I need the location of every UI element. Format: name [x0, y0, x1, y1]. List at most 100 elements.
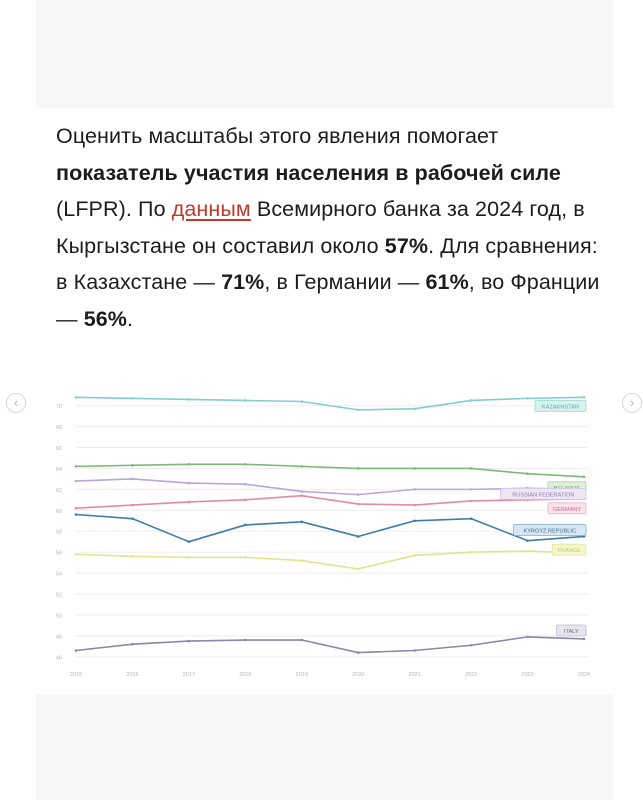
data-point — [526, 549, 529, 553]
data-point — [131, 477, 134, 481]
text-run: (LFPR). По — [56, 197, 172, 221]
x-tick-label: 2017 — [183, 672, 195, 678]
source-link[interactable]: данным — [171, 197, 251, 221]
data-point — [187, 398, 191, 401]
x-tick-label: 2022 — [465, 672, 477, 678]
text-run: Всемирного банка за 2024 год, в Кыргызст… — [56, 197, 585, 258]
series-line — [75, 463, 585, 478]
series-label: ITALY — [564, 629, 579, 635]
data-point — [526, 635, 529, 639]
article-paragraph: Оценить масштабы этого явления помогает … — [56, 118, 601, 337]
y-tick-label: 64 — [56, 467, 62, 473]
series-line — [75, 513, 585, 543]
line-chart-svg: 46 48 50 52 54 56 58 60 62 64 66 68 70 2015 2016 2017 20… — [56, 396, 590, 678]
series-label-box — [513, 524, 587, 536]
data-point — [300, 559, 304, 562]
series-line — [75, 550, 585, 570]
series-line — [75, 494, 585, 510]
y-tick-label: 54 — [56, 572, 62, 578]
text-run: , в Германии — — [264, 270, 426, 294]
data-point — [131, 642, 134, 646]
series-label: RUSSIAN FEDERATION — [512, 492, 574, 498]
data-point — [582, 396, 586, 399]
data-point — [356, 535, 360, 538]
data-point — [244, 399, 247, 402]
data-point — [74, 396, 78, 399]
data-point — [131, 517, 134, 520]
series-label-box — [556, 624, 587, 637]
data-point — [131, 397, 134, 400]
x-tick-label: 2021 — [409, 672, 421, 678]
data-point — [469, 550, 473, 554]
france-value: 56% — [83, 306, 128, 331]
data-point — [356, 502, 360, 506]
data-point — [187, 540, 191, 543]
x-tick-label: 2016 — [126, 672, 138, 678]
data-point — [300, 638, 304, 642]
data-point — [413, 503, 416, 507]
data-point — [131, 464, 134, 467]
next-slide-area — [36, 694, 614, 800]
text-run: . Для сравнения: в Казахстане — — [56, 233, 598, 295]
data-point — [74, 552, 78, 556]
series-label-box — [547, 502, 587, 515]
data-point — [469, 488, 473, 491]
data-point — [526, 397, 529, 400]
data-point — [187, 500, 191, 504]
data-point — [244, 638, 247, 642]
x-tick-label: 2019 — [296, 672, 308, 678]
text-run: . — [127, 306, 134, 331]
series-line — [75, 478, 585, 496]
data-point — [131, 555, 134, 558]
data-point — [413, 467, 416, 470]
y-tick-label: 62 — [56, 488, 62, 494]
data-point — [356, 408, 360, 412]
data-point — [74, 506, 78, 510]
data-point — [356, 651, 360, 654]
data-point — [413, 488, 416, 491]
chevron-left-icon[interactable]: ‹ — [6, 393, 26, 413]
data-point — [413, 553, 416, 557]
data-point — [469, 467, 473, 470]
y-tick-label: 52 — [56, 593, 62, 599]
kyrgyzstan-value: 57% — [384, 233, 429, 258]
data-point — [187, 639, 191, 643]
data-point — [187, 481, 191, 485]
series-label: GERMANY — [553, 507, 582, 513]
series-line — [75, 636, 585, 654]
y-tick-label: 58 — [56, 530, 62, 536]
data-point — [582, 475, 586, 479]
bold-term-lfpr: показатель участия населения в рабочей с… — [56, 160, 561, 185]
data-point — [131, 503, 134, 507]
y-tick-label: 56 — [56, 551, 62, 557]
data-point — [356, 567, 360, 571]
y-tick-label: 70 — [56, 404, 62, 410]
data-point — [300, 465, 304, 468]
series-label: KAZAKHSTAN — [542, 404, 579, 410]
chevron-right-icon[interactable]: › — [622, 393, 642, 413]
data-point — [74, 479, 78, 483]
y-tick-label: 68 — [56, 425, 62, 431]
y-tick-label: 60 — [56, 509, 62, 515]
text-run: , во Франции — — [56, 270, 600, 331]
data-point — [74, 513, 78, 516]
data-point — [300, 400, 304, 403]
data-point — [244, 482, 247, 486]
data-point — [74, 465, 78, 468]
germany-value: 61% — [425, 270, 469, 294]
x-tick-label: 2023 — [521, 672, 533, 678]
data-point — [187, 462, 191, 466]
data-point — [300, 520, 304, 524]
series-label-box — [534, 399, 587, 412]
y-tick-label: 46 — [56, 655, 62, 661]
data-point — [300, 494, 304, 497]
data-point — [469, 643, 473, 647]
data-point — [244, 498, 247, 502]
data-point — [469, 399, 473, 402]
series-label: KYRGYZ REPUBLIC — [523, 528, 576, 534]
data-point — [469, 499, 473, 503]
data-point — [356, 467, 360, 470]
y-tick-label: 48 — [56, 634, 62, 640]
x-tick-label: 2018 — [239, 672, 251, 678]
data-point — [300, 490, 304, 493]
